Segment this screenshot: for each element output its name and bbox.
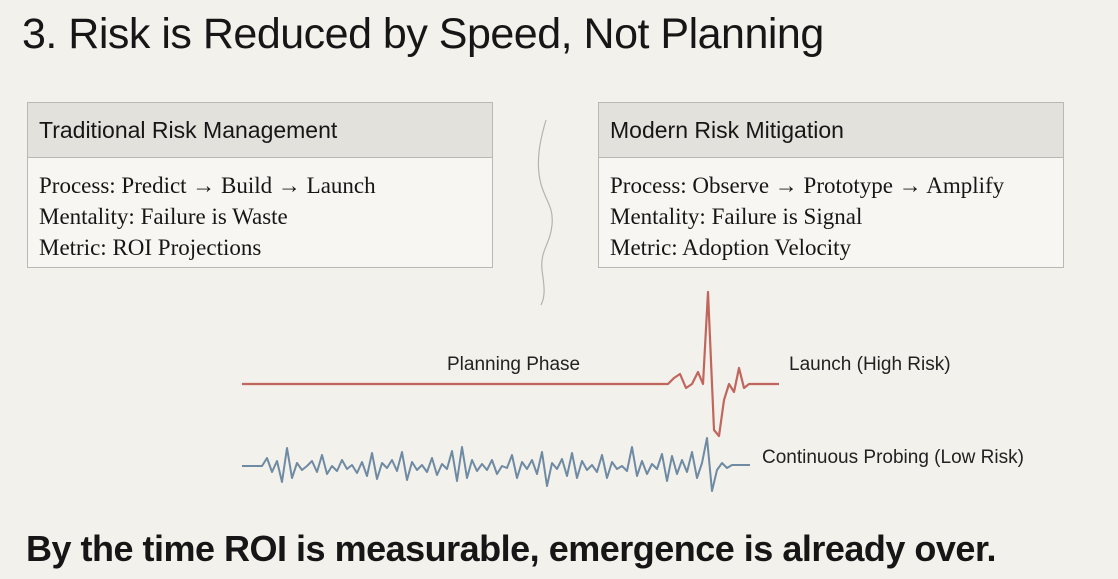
footer-statement: By the time ROI is measurable, emergence… [26,528,996,569]
planning-launch-signal-line [242,290,779,438]
page-title: 3. Risk is Reduced by Speed, Not Plannin… [22,10,824,58]
launch-high-risk-label: Launch (High Risk) [789,354,951,375]
modern-metric-line: Metric: Adoption Velocity [610,235,852,260]
traditional-metric-line: Metric: ROI Projections [39,235,262,260]
traditional-process-line: Process: Predict → Build → Launch [39,173,376,198]
traditional-panel-header: Traditional Risk Management [28,103,492,158]
modern-risk-panel: Modern Risk Mitigation Process: Observe … [598,102,1064,268]
planning-phase-label: Planning Phase [447,354,581,375]
traditional-mentality-line: Mentality: Failure is Waste [39,204,288,229]
modern-mentality-line: Mentality: Failure is Signal [610,204,863,229]
traditional-panel-body: Process: Predict → Build → Launch Mental… [28,158,492,275]
continuous-probing-signal-line [242,437,750,492]
modern-panel-body: Process: Observe → Prototype → Amplify M… [599,158,1063,275]
continuous-probing-label: Continuous Probing (Low Risk) [762,447,1024,468]
modern-process-line: Process: Observe → Prototype → Amplify [610,173,1005,198]
modern-panel-header: Modern Risk Mitigation [599,103,1063,158]
divider-squiggle [537,119,553,306]
traditional-risk-panel: Traditional Risk Management Process: Pre… [27,102,493,268]
